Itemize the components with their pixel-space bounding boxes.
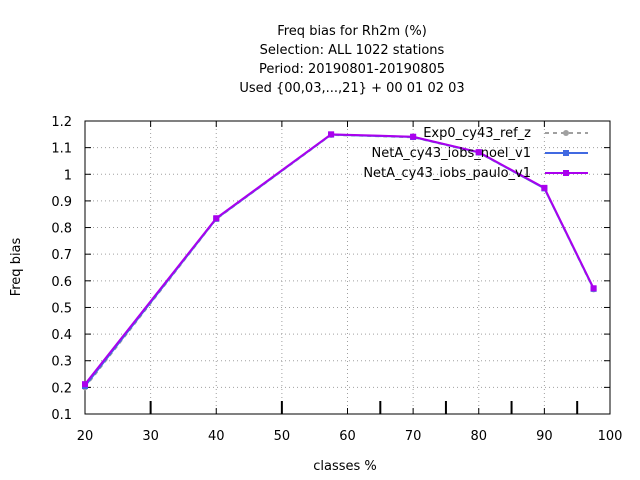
title-line: Period: 20190801-20190805: [259, 62, 445, 77]
legend-label: NetA_cy43_iobs_noel_v1: [372, 146, 531, 161]
title-line: Selection: ALL 1022 stations: [260, 43, 445, 58]
chart-title: Freq bias for Rh2m (%) Selection: ALL 102…: [239, 24, 464, 96]
y-tick-label: 1.1: [51, 142, 72, 157]
series-2: [82, 131, 597, 388]
y-tick-label: 0.4: [51, 328, 72, 343]
y-tick-label: 0.7: [51, 248, 72, 263]
y-tick-label: 0.9: [51, 195, 72, 210]
y-tick-label: 0.8: [51, 222, 72, 237]
x-tick-label: 50: [274, 429, 291, 444]
x-tick-label: 100: [598, 429, 623, 444]
data-point: [541, 184, 548, 191]
y-tick-label: 0.2: [51, 381, 72, 396]
data-point: [475, 149, 482, 156]
data-point: [590, 285, 597, 292]
y-tick-label: 0.3: [51, 355, 72, 370]
y-tick-label: 0.5: [51, 301, 72, 316]
legend-label: NetA_cy43_iobs_paulo_v1: [363, 166, 531, 181]
x-tick-label: 80: [470, 429, 487, 444]
x-tick-label: 40: [208, 429, 225, 444]
y-tick-label: 1.2: [51, 115, 72, 130]
y-tick-label: 0.6: [51, 275, 72, 290]
x-tick-label: 90: [536, 429, 553, 444]
x-tick-label: 60: [339, 429, 356, 444]
data-point: [213, 215, 220, 222]
legend: Exp0_cy43_ref_z NetA_cy43_iobs_noel_v1 Net…: [363, 126, 588, 181]
legend-label: Exp0_cy43_ref_z: [423, 126, 531, 141]
legend-swatch-marker: [563, 130, 569, 136]
x-tick-label: 20: [77, 429, 94, 444]
x-axis-label: classes %: [313, 459, 377, 474]
title-line: Freq bias for Rh2m (%): [277, 24, 427, 39]
legend-swatch-marker: [563, 150, 569, 156]
data-point: [328, 131, 335, 138]
grid: [85, 121, 610, 414]
x-tick-label: 30: [142, 429, 159, 444]
legend-swatch-marker: [563, 170, 569, 176]
series: [82, 131, 597, 391]
data-point: [410, 133, 417, 140]
plot-frame: [84, 120, 611, 415]
y-tick-label: 1: [64, 168, 72, 183]
axis-ticks: 20 30 40 50 60 70 80 90 100 0.1 0.2 0.3 0.4 0.5 0.6 0.7…: [51, 115, 622, 444]
y-axis-label: Freq bias: [9, 237, 24, 296]
title-line: Used {00,03,...,21} + 00 01 02 03: [239, 81, 464, 96]
x-tick-label: 70: [405, 429, 422, 444]
y-tick-label: 0.1: [51, 408, 72, 423]
data-point: [82, 381, 88, 388]
